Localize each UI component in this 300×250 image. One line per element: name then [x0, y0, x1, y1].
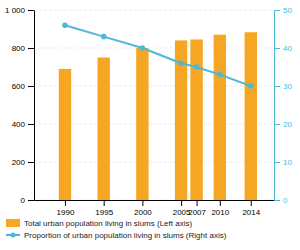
- legend-item: Total urban population living in slums (…: [6, 219, 192, 228]
- tick-mark: [274, 162, 280, 163]
- legend-marker: [11, 233, 16, 238]
- tick: 2014: [242, 200, 260, 217]
- marker: [140, 45, 146, 51]
- tick-mark: [220, 200, 221, 206]
- tick-mark: [274, 48, 280, 49]
- tick-label: 800: [12, 44, 26, 53]
- tick-mark: [197, 200, 198, 206]
- tick-mark: [28, 10, 34, 11]
- legend: Total urban population living in slums (…: [6, 219, 227, 240]
- tick-mark: [28, 48, 34, 49]
- tick-label: 20: [283, 120, 292, 129]
- tick-label: 0: [283, 196, 288, 205]
- bar: [136, 48, 148, 200]
- bar: [97, 58, 109, 201]
- marker: [248, 83, 254, 89]
- tick: 1995: [95, 200, 113, 217]
- tick-label: 600: [12, 82, 26, 91]
- legend-label: Proportion of urban population living in…: [24, 231, 227, 240]
- tick: 40: [274, 44, 292, 53]
- tick-label: 1995: [95, 208, 113, 217]
- tick: 600: [12, 82, 34, 91]
- grid-line: [34, 48, 274, 49]
- chart-container: 1990199520002005200720102014020040060080…: [0, 0, 300, 250]
- tick: 2010: [211, 200, 229, 217]
- tick-mark: [274, 200, 280, 201]
- tick: 1 000: [5, 6, 34, 15]
- axis-line: [35, 200, 275, 201]
- tick: 10: [274, 158, 292, 167]
- tick: 400: [12, 120, 34, 129]
- tick: 1990: [57, 200, 75, 217]
- tick-label: 10: [283, 158, 292, 167]
- tick: 2007: [188, 200, 206, 217]
- grid: [34, 10, 274, 200]
- tick: 20: [274, 120, 292, 129]
- tick: 50: [274, 6, 292, 15]
- marker: [178, 60, 184, 66]
- tick: 30: [274, 82, 292, 91]
- tick-mark: [28, 162, 34, 163]
- marker: [62, 22, 68, 28]
- marker: [194, 64, 200, 70]
- tick-mark: [274, 10, 280, 11]
- axis-line: [274, 11, 275, 201]
- bar: [214, 35, 226, 200]
- tick: 800: [12, 44, 34, 53]
- tick-mark: [251, 200, 252, 206]
- bar-series: [59, 32, 257, 200]
- legend-swatch: [6, 219, 20, 227]
- tick-label: 2010: [211, 208, 229, 217]
- tick-label: 400: [12, 120, 26, 129]
- tick-label: 1 000: [5, 6, 26, 15]
- tick-label: 2014: [242, 208, 260, 217]
- tick-mark: [142, 200, 143, 206]
- bar: [190, 39, 202, 200]
- grid-line: [34, 10, 274, 11]
- tick-mark: [28, 200, 34, 201]
- tick: 200: [12, 158, 34, 167]
- tick-label: 2000: [134, 208, 152, 217]
- line-series: [62, 22, 253, 88]
- tick-label: 2007: [188, 208, 206, 217]
- tick-mark: [65, 200, 66, 206]
- bar: [59, 69, 71, 200]
- tick-mark: [274, 86, 280, 87]
- tick-label: 50: [283, 6, 292, 15]
- tick-label: 0: [21, 196, 26, 205]
- axis-line: [34, 11, 35, 201]
- line: [65, 25, 251, 86]
- tick-label: 200: [12, 158, 26, 167]
- tick-label: 40: [283, 44, 292, 53]
- legend-item: Proportion of urban population living in…: [6, 231, 227, 240]
- legend-label: Total urban population living in slums (…: [24, 219, 192, 228]
- y2-axis: 0 10 20 30 40 50: [274, 6, 292, 205]
- tick: 2000: [134, 200, 152, 217]
- chart-svg: 1990199520002005200720102014020040060080…: [0, 0, 300, 250]
- y-axis: 0 200 400 600 800 1 000: [5, 6, 35, 205]
- tick-label: 1990: [57, 208, 75, 217]
- tick-label: 30: [283, 82, 292, 91]
- tick-mark: [104, 200, 105, 206]
- tick-mark: [28, 86, 34, 87]
- marker: [217, 72, 223, 78]
- tick-mark: [274, 124, 280, 125]
- marks: [59, 22, 257, 200]
- bar: [245, 32, 257, 200]
- tick: 0: [274, 196, 288, 205]
- tick-mark: [181, 200, 182, 206]
- tick: 0: [21, 196, 34, 205]
- x-axis: 1990199520002005200720102014: [35, 200, 275, 217]
- tick-mark: [28, 124, 34, 125]
- marker: [101, 34, 107, 40]
